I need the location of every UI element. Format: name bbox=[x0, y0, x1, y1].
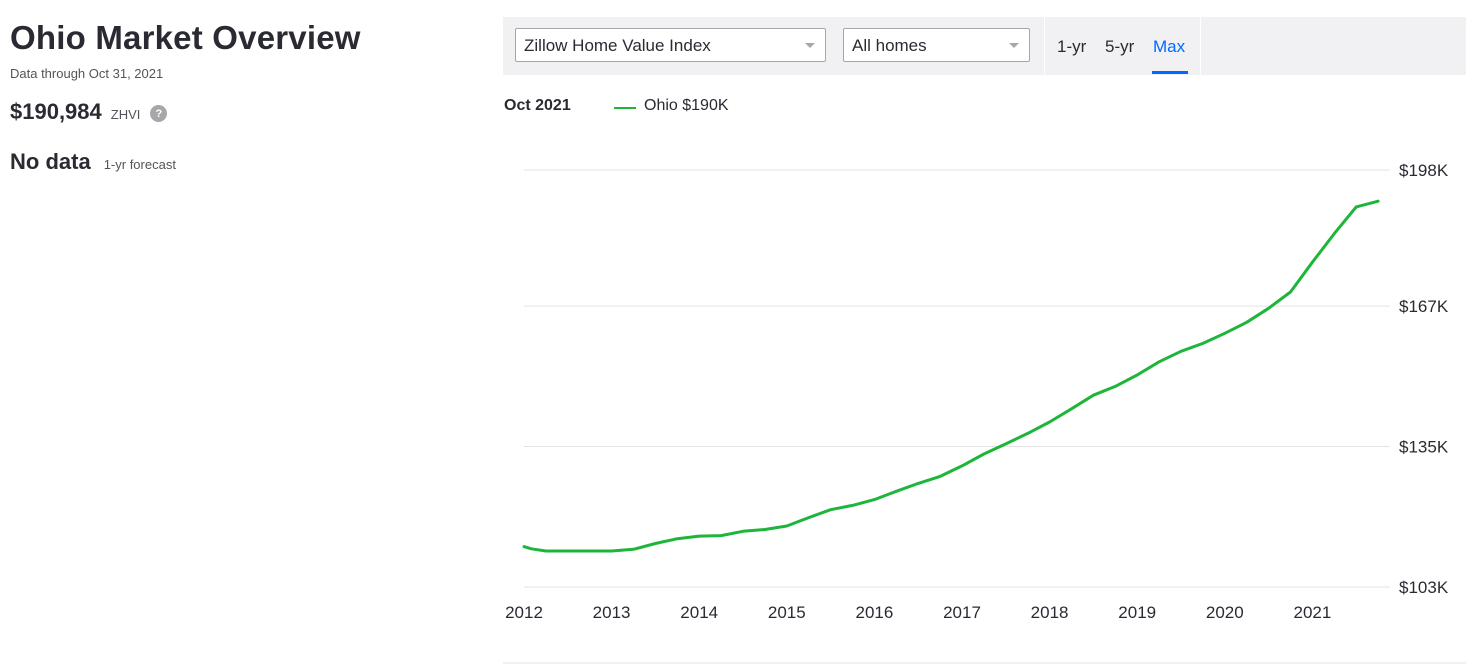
data-through-text: Data through Oct 31, 2021 bbox=[10, 66, 164, 81]
active-range-indicator bbox=[1152, 71, 1188, 74]
home-type-select-value: All homes bbox=[852, 36, 927, 55]
y-tick-label: $135K bbox=[1399, 438, 1449, 457]
x-tick-label: 2017 bbox=[943, 603, 981, 622]
metric-select[interactable]: Zillow Home Value Index bbox=[515, 28, 826, 62]
x-tick-label: 2019 bbox=[1118, 603, 1156, 622]
y-tick-label: $198K bbox=[1399, 161, 1449, 180]
legend-series-swatch bbox=[614, 107, 636, 109]
chevron-down-icon bbox=[1009, 43, 1019, 48]
metric-select-value: Zillow Home Value Index bbox=[524, 36, 711, 55]
x-tick-label: 2016 bbox=[855, 603, 893, 622]
x-tick-label: 2013 bbox=[593, 603, 631, 622]
x-tick-label: 2014 bbox=[680, 603, 718, 622]
x-tick-label: 2018 bbox=[1031, 603, 1069, 622]
page-title: Ohio Market Overview bbox=[10, 19, 361, 56]
y-tick-label: $167K bbox=[1399, 297, 1449, 316]
x-tick-label: 2015 bbox=[768, 603, 806, 622]
forecast-row: No data 1-yr forecast bbox=[10, 149, 430, 175]
y-tick-label: $103K bbox=[1399, 578, 1449, 597]
zhvi-unit-label: ZHVI bbox=[110, 106, 141, 122]
range-tab-1yr[interactable]: 1-yr bbox=[1057, 37, 1087, 56]
legend-date: Oct 2021 bbox=[504, 97, 571, 114]
range-tab-5yr[interactable]: 5-yr bbox=[1105, 37, 1135, 56]
summary-panel: Ohio Market Overview Data through Oct 31… bbox=[10, 18, 430, 175]
x-tick-label: 2012 bbox=[505, 603, 543, 622]
chart-controls-bar: Zillow Home Value Index All homes 1-yr 5… bbox=[503, 17, 1466, 75]
range-tab-max[interactable]: Max bbox=[1153, 37, 1186, 56]
question-circle-icon[interactable]: ? bbox=[150, 105, 168, 122]
time-range-tabs: 1-yr 5-yr Max bbox=[1044, 17, 1201, 75]
series-line-ohio bbox=[522, 199, 1380, 553]
zhvi-value-row: $190,984 ZHVI ? bbox=[10, 99, 430, 125]
forecast-label: 1-yr forecast bbox=[103, 157, 176, 172]
x-tick-label: 2021 bbox=[1293, 603, 1331, 622]
forecast-value: No data bbox=[10, 149, 91, 174]
zhvi-value: $190,984 bbox=[10, 99, 102, 124]
home-type-select[interactable]: All homes bbox=[843, 28, 1030, 62]
x-tick-label: 2020 bbox=[1206, 603, 1244, 622]
chevron-down-icon bbox=[805, 43, 815, 48]
legend-series-label: Ohio $190K bbox=[644, 97, 729, 114]
